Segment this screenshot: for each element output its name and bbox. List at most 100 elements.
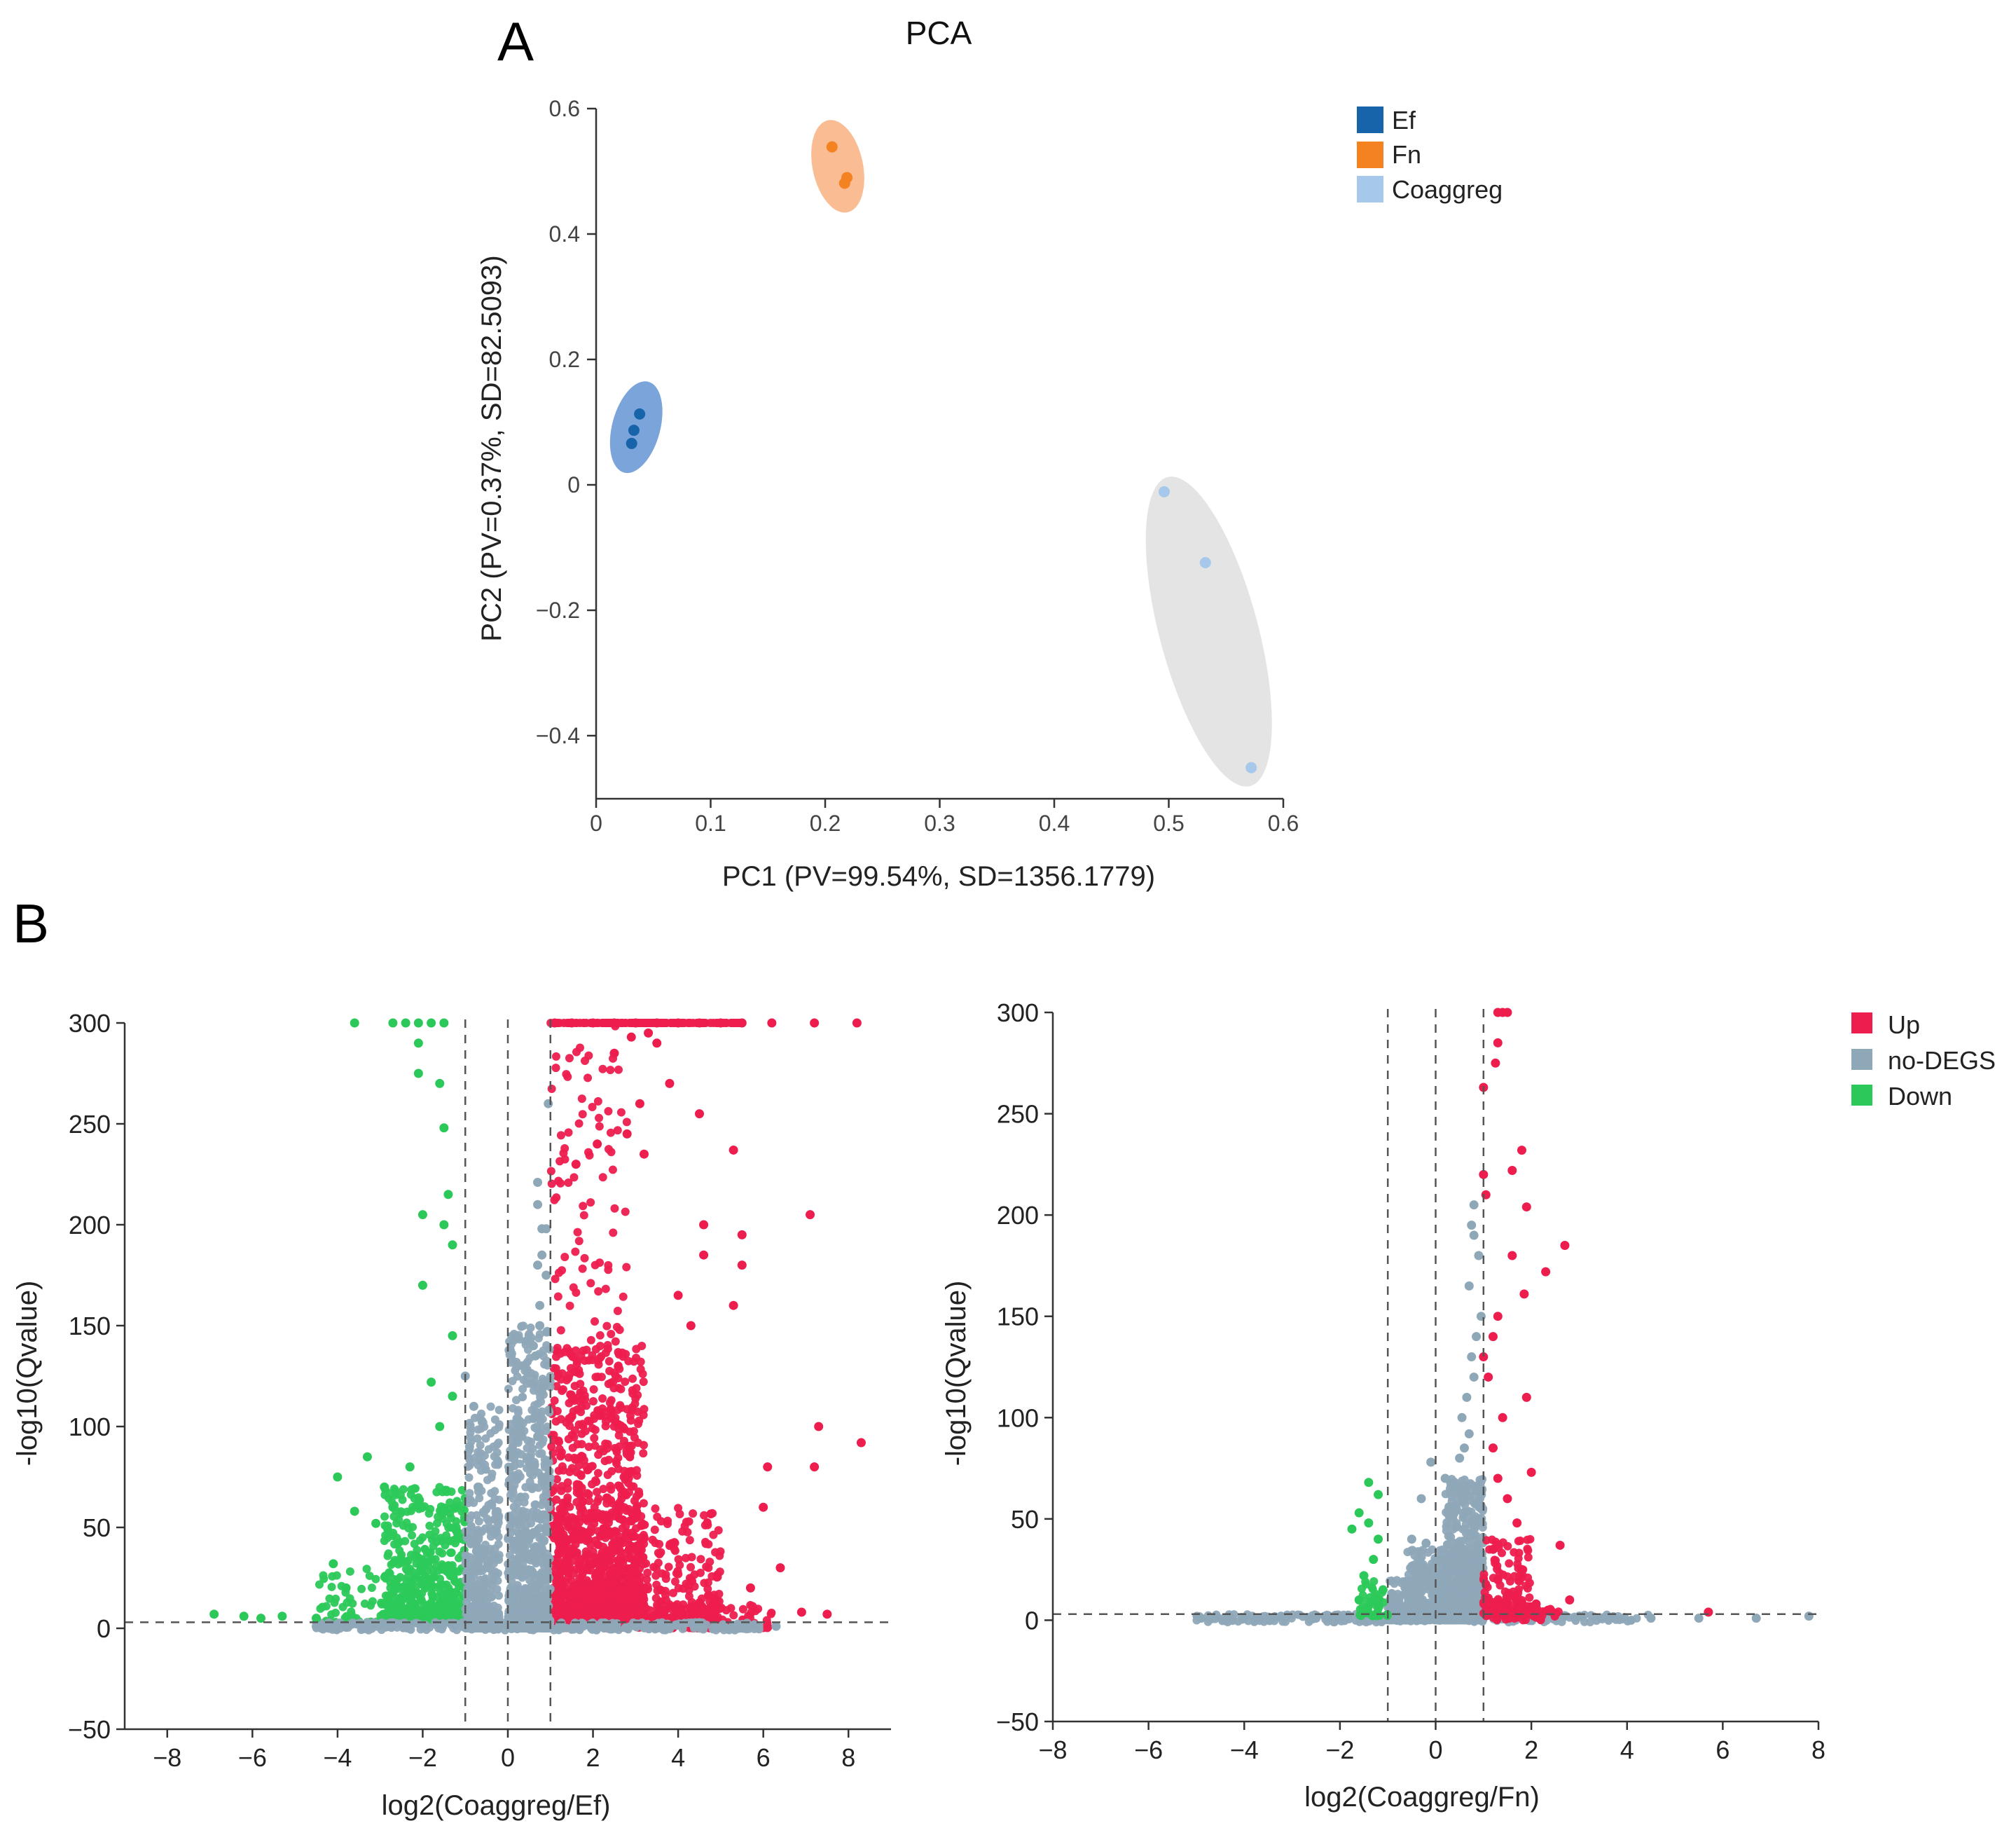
v1-cloud-point [576,1380,585,1389]
v1-cloud-point [318,1602,327,1611]
pca-xtick-label: 0.4 [1039,811,1070,836]
v1-cloud-point [567,1609,576,1618]
v1-cloud-point [670,1546,679,1555]
v1-cloud-point [481,1434,490,1443]
v1-cloud-point [392,1623,401,1632]
v1-cloud-point [532,1583,541,1592]
v1-cloud-point [614,1453,623,1462]
v1-cloud-point [627,1508,636,1518]
v1-cloud-point [586,1279,595,1288]
v1-cloud-point [687,1553,696,1562]
v1-xtick-label: −2 [408,1743,437,1772]
v1-cloud-point [565,1414,574,1423]
v1-cloud-point [627,1516,636,1525]
v1-cloud-point [523,1584,532,1593]
v1-cloud-point [626,1441,635,1450]
v1-cloud-point [559,1543,568,1552]
v1-cloud-point [633,1553,642,1562]
v1-cloud-point [531,1527,540,1537]
v1-cloud-point [562,1519,572,1528]
v1-point-down-4 [427,1018,436,1028]
v1-cloud-point [588,1351,597,1360]
v1-cloud-point [622,1118,631,1127]
v1-cloud-point [722,1606,731,1615]
v1-cloud-point [616,1108,626,1117]
v1-point-up-37 [759,1502,768,1512]
legend-swatch-ef [1357,106,1383,133]
v1-cloud-point [582,1345,591,1354]
v1-cloud-point [624,1356,633,1366]
v1-cloud-point [611,1417,620,1426]
v1-point-up-17 [763,1462,773,1472]
v1-cloud-point [554,1176,563,1185]
v1-cloud-point [367,1583,376,1593]
v1-cloud-point [494,1532,503,1541]
v1-point-down-0 [350,1018,359,1028]
v1-point-down-30 [427,1377,436,1387]
v1-cloud-point [703,1605,712,1614]
v1-cloud-point [635,1416,644,1425]
v1-cloud-point [621,1207,630,1216]
v1-cloud-point [640,1520,649,1530]
v1-cloud-point [453,1588,462,1597]
v1-cloud-point [632,1384,641,1393]
v1-cloud-point [513,1406,523,1415]
v1-point-up-7 [695,1018,704,1028]
v1-cloud-point [617,1490,626,1499]
v1-cloud-point [509,1586,518,1595]
v1-cloud-point [552,1475,561,1484]
v1-cloud-point [426,1504,435,1513]
v1-ytick-label: 300 [69,1009,111,1038]
v1-cloud-point [614,1431,623,1440]
v1-point-up-23 [737,1260,747,1270]
v1-cloud-point [640,1019,649,1027]
v1-cloud-point [584,1442,593,1451]
v1-cloud-point [579,1019,588,1027]
v1-cloud-point [446,1537,455,1546]
v1-cloud-point [446,1587,455,1596]
v1-cloud-point [583,1489,592,1498]
v1-cloud-point [546,1167,555,1176]
v1-cloud-point [602,1321,612,1331]
v1-point-down-14 [417,1280,427,1290]
v1-cloud-point [562,1623,571,1633]
v1-cloud-point [603,1340,612,1349]
v1-cloud-point [613,1126,622,1135]
v1-cloud-point [436,1574,445,1583]
v1-cloud-point [529,1507,538,1516]
v1-point-no-degs-25 [341,1623,351,1633]
v1-cloud-point [474,1619,483,1628]
v1-cloud-point [526,1324,535,1333]
v1-point-down-13 [448,1240,457,1250]
v1-cloud-point [646,1623,655,1632]
v1-cloud-point [527,1519,536,1528]
v1-point-down-16 [333,1472,343,1482]
v1-xtick-label: 0 [501,1743,515,1772]
v1-point-up-9 [737,1018,747,1028]
v1-point-no-degs-16 [535,1300,545,1310]
v1-cloud-point [529,1386,538,1395]
pca-points [626,141,1257,774]
v1-point-down-24 [341,1583,351,1593]
v1-cloud-point [593,1097,602,1106]
v1-cloud-point [572,1359,581,1368]
v1-cloud-point [598,1173,607,1182]
v1-cloud-point [582,1401,591,1410]
v1-cloud-point [593,1624,602,1633]
v1-cloud-point [406,1506,415,1516]
v1-cloud-point [474,1558,483,1567]
pca-xtick-label: 0.5 [1153,811,1184,836]
v1-cloud-point [696,1603,705,1612]
v1-cloud-point [595,1113,604,1122]
v1-cloud-point [610,1204,619,1213]
v1-point-up-39 [745,1583,755,1593]
v1-cloud-point [544,1586,553,1595]
v1-cloud-point [376,1611,385,1621]
v1-cloud-point [696,1555,705,1564]
v1-cloud-point [633,1391,642,1400]
v1-cloud-point [435,1599,444,1608]
v1-point-no-degs-22 [537,1472,547,1482]
v1-ytick-label: 50 [83,1513,111,1542]
v1-cloud-point [651,1504,660,1513]
